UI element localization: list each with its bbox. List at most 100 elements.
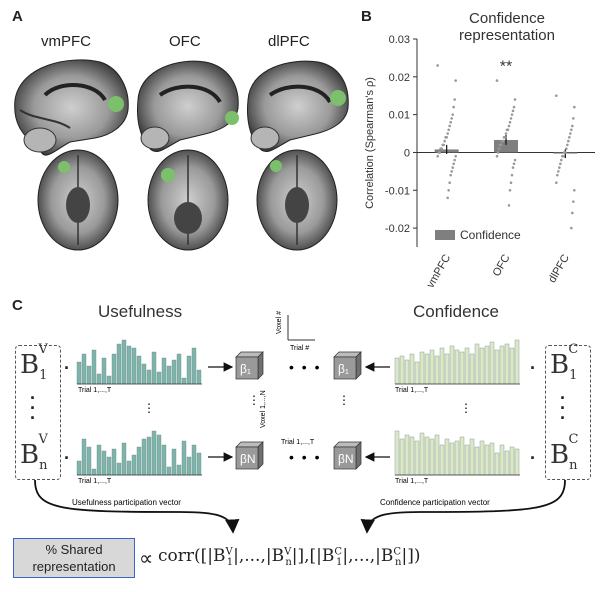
confidence-chart: Confidencerepresentation0.030.020.010-0.… (364, 10, 595, 290)
histogram-bar (166, 466, 172, 476)
chart-title: Confidence (469, 10, 545, 27)
histogram-bar (136, 355, 142, 385)
roi-ofc-sagittal (225, 111, 239, 125)
cube-side (257, 441, 264, 470)
shared-representation-box: % Shared representation (13, 538, 135, 578)
beta-cube-c1: β₁ (333, 351, 362, 380)
data-point (507, 204, 511, 207)
histogram-bar (186, 355, 192, 385)
horizontal-ellipsis: • • • (289, 449, 321, 465)
cube-side (355, 441, 362, 470)
data-point (447, 188, 450, 192)
histogram-bar (111, 353, 117, 385)
y-axis-label: Correlation (Spearman's ρ) (364, 77, 376, 209)
confidence-title: Confidence (413, 302, 500, 321)
histogram-bar (151, 430, 157, 476)
histogram-bar (146, 369, 152, 385)
y-tick-label: 0.01 (389, 110, 410, 122)
cube-front (333, 356, 357, 380)
schematic: Voxel # Trial # β₁ βN β₁ βN • • • • • • ⋮ ⋮… (34, 311, 566, 534)
histogram-bar (131, 454, 137, 476)
histogram-bar (86, 446, 92, 476)
confidence-vector-box (545, 345, 591, 480)
data-point (572, 117, 575, 120)
axial-brain-dlpfc (256, 149, 338, 251)
histogram-bar (459, 351, 465, 385)
voxel-dim-label: Voxel 1,...,N (260, 390, 267, 428)
histogram-bar (474, 446, 480, 476)
histogram-bar (434, 355, 440, 385)
histogram-bar (131, 347, 137, 385)
histogram-bar (419, 432, 425, 476)
x-tick-label: dlPFC (546, 252, 572, 285)
dot-op: · (64, 358, 70, 378)
histogram-bar (489, 442, 495, 476)
histogram-bar (176, 464, 182, 476)
histogram-bar (141, 438, 147, 476)
data-point (504, 132, 508, 135)
cube-front (235, 356, 259, 380)
region-label-dlpfc: dlPFC (268, 33, 310, 50)
beta-cn-label: BnC (550, 432, 579, 474)
vertical-ellipsis: · · · (560, 388, 566, 428)
histogram-bar (399, 438, 405, 476)
histogram-bar (176, 353, 182, 385)
histogram-bar (106, 456, 112, 476)
data-point (453, 98, 456, 101)
cube-label: βN (240, 452, 256, 466)
data-point (511, 109, 515, 113)
x-tick-label: vmPFC (425, 252, 454, 290)
histogram-bar (499, 444, 505, 476)
histogram-bar (121, 339, 127, 385)
panel-a-letter: A (12, 8, 23, 25)
sagittal-brain-ofc (137, 60, 239, 152)
histogram-bar (96, 373, 102, 385)
histogram-bar (414, 361, 420, 385)
y-tick-label: -0.02 (385, 223, 410, 235)
vertical-ellipsis-bars: ⋮ (460, 401, 472, 415)
sagittal-brain-dlpfc (247, 60, 349, 152)
histogram-bar (429, 438, 435, 476)
histogram-bar (166, 365, 172, 385)
histogram-bar (494, 349, 500, 385)
histogram-bar (86, 365, 92, 385)
data-point (437, 151, 440, 154)
histogram-bar (171, 448, 177, 476)
data-point (573, 105, 576, 109)
beta-v1-label: B1V (20, 342, 48, 384)
data-point (453, 158, 456, 162)
histogram-bar (469, 438, 475, 476)
histogram-bar (181, 377, 187, 385)
data-point (448, 181, 451, 185)
legend-swatch (435, 229, 455, 240)
histogram-bar (499, 345, 505, 385)
histogram-bar (171, 359, 177, 385)
data-point (563, 151, 566, 154)
x-tick-label: OFC (491, 252, 513, 278)
histogram-bar (419, 351, 425, 385)
data-point (555, 181, 558, 185)
data-point (508, 188, 512, 192)
data-point (557, 170, 560, 173)
histogram-bar (399, 355, 405, 385)
histogram-bar (514, 448, 520, 476)
histogram-bar (101, 450, 107, 476)
data-point (510, 173, 514, 177)
brain-images (14, 59, 349, 251)
usefulness-vector-box (15, 345, 61, 480)
histogram-bar (514, 339, 520, 385)
data-point (436, 154, 439, 158)
histogram-bar (494, 452, 500, 476)
data-point (436, 64, 439, 67)
cube-label: β₁ (240, 362, 251, 376)
data-point (498, 143, 502, 147)
legend-label: Confidence (460, 228, 521, 242)
histogram-bar (449, 345, 455, 385)
data-point (446, 196, 449, 200)
beta-c1-label: B1C (550, 342, 579, 384)
histogram-bar (126, 345, 132, 385)
voxel-axis-label: Voxel # (276, 311, 283, 334)
roi-ofc-axial (161, 168, 175, 182)
y-tick-label: 0 (404, 147, 410, 159)
histogram-bar (464, 444, 470, 476)
